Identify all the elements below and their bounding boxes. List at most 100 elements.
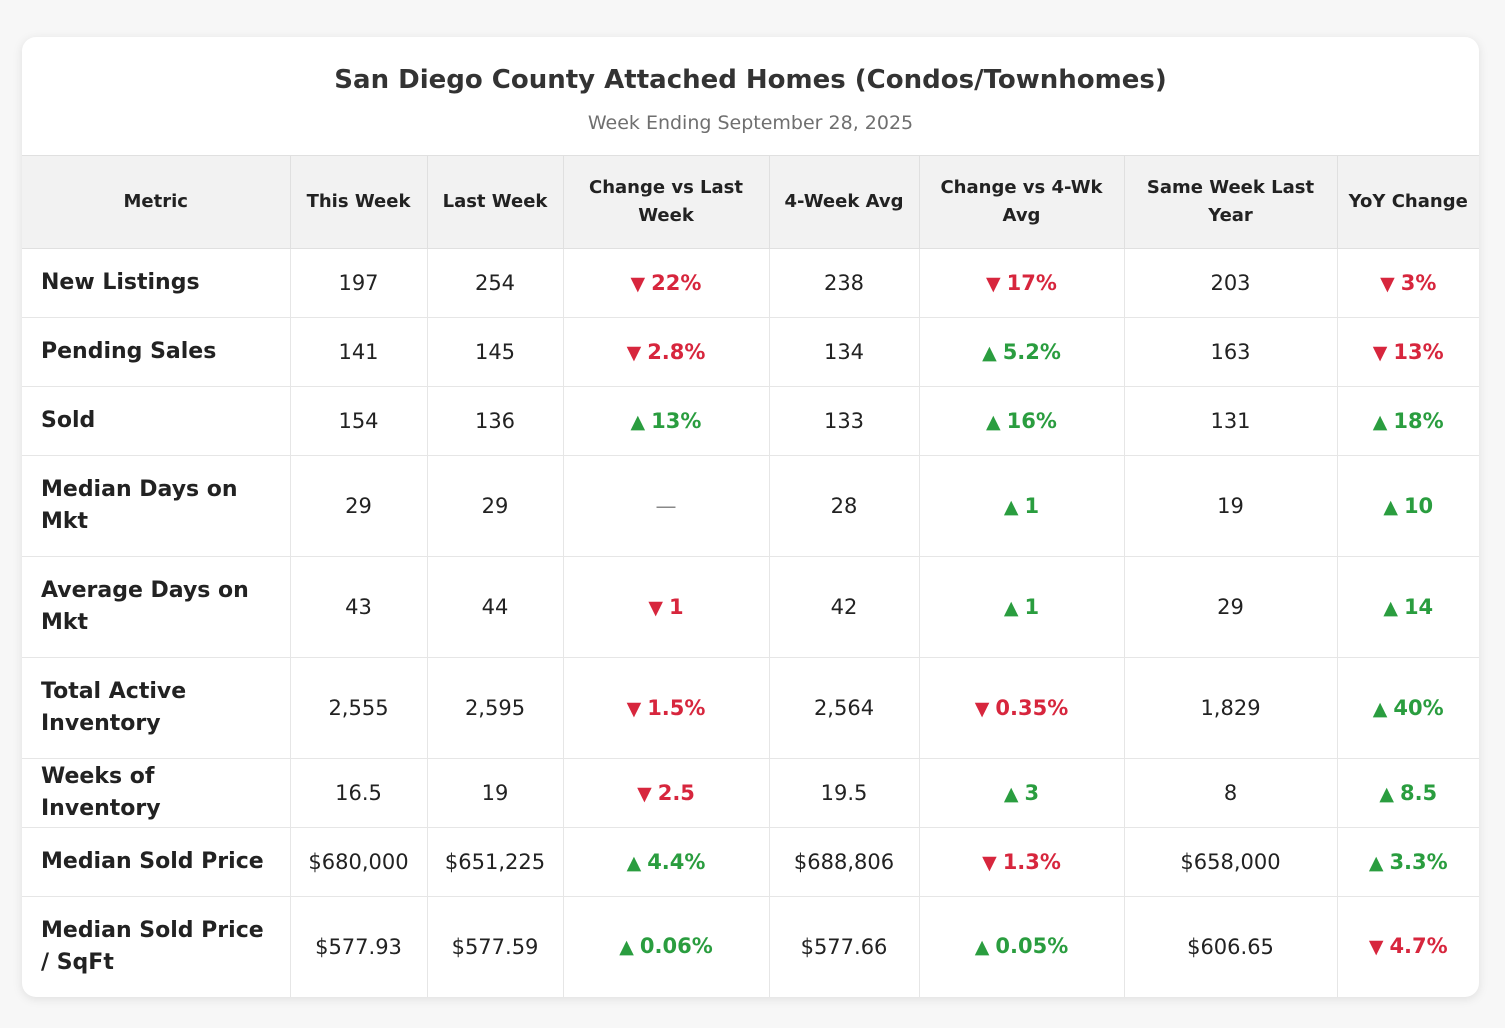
arrow-down-icon: ▼ [1380, 272, 1395, 295]
change-indicator: — [656, 494, 677, 518]
arrow-up-icon: ▲ [619, 936, 634, 959]
table-row: Median Sold Price / SqFt $577.93 $577.59 ▲ 0… [22, 896, 1479, 997]
change-indicator: ▼ 13% [1373, 340, 1444, 364]
change-indicator: ▲ 0.05% [975, 934, 1068, 958]
report-subtitle: Week Ending September 28, 2025 [587, 112, 914, 134]
change-indicator: ▼ 3% [1380, 271, 1436, 295]
this-week-value: 2,555 [290, 657, 428, 759]
arrow-down-icon: ▼ [1368, 936, 1384, 959]
last-week-value: $651,225 [427, 827, 564, 897]
same-week-last-year-value: 8 [1124, 758, 1338, 828]
change-indicator: ▼ 1.5% [627, 696, 706, 720]
change-value: 5.2% [1002, 339, 1061, 364]
arrow-up-icon: ▲ [1379, 782, 1394, 805]
last-week-value: 44 [427, 556, 564, 658]
last-week-value: 254 [427, 248, 564, 318]
change-vs-4wk-avg-cell: ▲ 1 [919, 455, 1125, 557]
four-week-avg-value: $577.66 [769, 896, 920, 997]
column-header-change-vs-4wk-avg: Change vs 4-Wk Avg [919, 155, 1125, 249]
same-week-last-year-value: 163 [1124, 317, 1338, 387]
four-week-avg-value: $688,806 [769, 827, 920, 897]
change-vs-4wk-avg-cell: ▲ 0.05% [919, 896, 1125, 997]
metric-name: Total Active Inventory [22, 657, 291, 759]
change-indicator: ▲ 10 [1383, 494, 1433, 518]
change-value: 13% [1393, 339, 1444, 364]
arrow-up-icon: ▲ [1372, 410, 1388, 433]
table-header-row: Metric This Week Last Week Change vs Las… [22, 155, 1479, 249]
four-week-avg-value: 133 [769, 386, 920, 456]
change-vs-4wk-avg-cell: ▼ 17% [919, 248, 1125, 318]
change-vs-4wk-avg-cell: ▲ 3 [919, 758, 1125, 828]
last-week-value: 136 [427, 386, 564, 456]
change-indicator: ▲ 0.06% [619, 934, 712, 958]
change-indicator: ▼ 2.5 [637, 781, 695, 805]
table-row: Pending Sales 141 145 ▼ 2.8% 134 ▲ 5.2% 163 ▼ 13% [22, 317, 1479, 387]
this-week-value: 16.5 [290, 758, 428, 828]
table-row: New Listings 197 254 ▼ 22% 238 ▼ 17% 203 ▼ 3% [22, 248, 1479, 318]
change-vs-4wk-avg-cell: ▼ 0.35% [919, 657, 1125, 759]
four-week-avg-value: 42 [769, 556, 920, 658]
four-week-avg-value: 19.5 [769, 758, 920, 828]
yoy-change-cell: ▲ 8.5 [1337, 758, 1479, 828]
arrow-down-icon: ▼ [982, 851, 997, 874]
change-vs-last-week-cell: ▼ 2.8% [563, 317, 770, 387]
change-indicator: ▼ 1.3% [982, 850, 1061, 874]
last-week-value: 19 [427, 758, 564, 828]
change-indicator: ▼ 0.35% [975, 696, 1068, 720]
arrow-down-icon: ▼ [630, 272, 646, 295]
change-vs-4wk-avg-cell: ▼ 1.3% [919, 827, 1125, 897]
metric-name: Weeks of Inventory [22, 758, 291, 828]
change-indicator: ▼ 4.7% [1369, 934, 1448, 958]
arrow-down-icon: ▼ [626, 341, 642, 364]
change-indicator: ▲ 8.5 [1379, 781, 1437, 805]
arrow-down-icon: ▼ [1372, 341, 1388, 364]
table-row: Total Active Inventory 2,555 2,595 ▼ 1.5% 2,5… [22, 657, 1479, 759]
change-vs-last-week-cell: — [563, 455, 770, 557]
change-indicator: ▼ 2.8% [627, 340, 706, 364]
last-week-value: 29 [427, 455, 564, 557]
arrow-up-icon: ▲ [1003, 782, 1019, 805]
change-indicator: ▲ 13% [631, 409, 702, 433]
column-header-last-week: Last Week [427, 155, 564, 249]
metric-name: Median Days on Mkt [22, 455, 291, 557]
column-header-yoy-change: YoY Change [1337, 155, 1479, 249]
arrow-up-icon: ▲ [1003, 495, 1019, 518]
arrow-up-icon: ▲ [986, 410, 1001, 433]
change-value: 0.06% [639, 934, 713, 959]
market-stats-table: Metric This Week Last Week Change vs Las… [22, 155, 1479, 997]
change-value: 3% [1400, 270, 1437, 295]
table-row: Weeks of Inventory 16.5 19 ▼ 2.5 19.5 ▲ 3 8 ▲ 8.5 [22, 758, 1479, 828]
table-row: Median Days on Mkt 29 29—28 ▲ 1 19 ▲ 10 [22, 455, 1479, 557]
metric-name: Sold [22, 386, 291, 456]
change-value: 0.05% [995, 934, 1069, 959]
table-body: New Listings 197 254 ▼ 22% 238 ▼ 17% 203 ▼ 3% Pendi… [22, 248, 1479, 997]
change-value: 1 [669, 594, 684, 619]
this-week-value: 43 [290, 556, 428, 658]
column-header-this-week: This Week [290, 155, 428, 249]
change-vs-4wk-avg-cell: ▲ 1 [919, 556, 1125, 658]
four-week-avg-value: 134 [769, 317, 920, 387]
yoy-change-cell: ▼ 3% [1337, 248, 1479, 318]
yoy-change-cell: ▼ 4.7% [1337, 897, 1479, 997]
yoy-change-cell: ▲ 14 [1337, 556, 1479, 658]
change-indicator: ▲ 1 [1004, 494, 1039, 518]
change-value: 16% [1006, 408, 1057, 433]
arrow-down-icon: ▼ [637, 782, 652, 805]
last-week-value: $577.59 [427, 896, 564, 997]
this-week-value: $577.93 [290, 896, 428, 997]
change-vs-last-week-cell: ▼ 1.5% [563, 657, 770, 759]
yoy-change-cell: ▲ 3.3% [1337, 827, 1479, 897]
change-value: 1 [1024, 594, 1040, 619]
change-value: 14 [1403, 594, 1434, 619]
change-value: 3 [1024, 780, 1040, 805]
change-vs-4wk-avg-cell: ▲ 16% [919, 386, 1125, 456]
same-week-last-year-value: $658,000 [1124, 827, 1338, 897]
table-row: Average Days on Mkt 43 44 ▼ 1 42 ▲ 1 29 ▲ 14 [22, 556, 1479, 658]
change-value: 3.3% [1389, 849, 1448, 874]
arrow-up-icon: ▲ [974, 936, 990, 959]
change-value: 2.8% [647, 339, 706, 364]
arrow-up-icon: ▲ [1368, 851, 1384, 874]
four-week-avg-value: 28 [769, 455, 920, 557]
change-vs-last-week-cell: ▼ 2.5 [563, 758, 770, 828]
change-vs-last-week-cell: ▼ 22% [563, 248, 770, 318]
